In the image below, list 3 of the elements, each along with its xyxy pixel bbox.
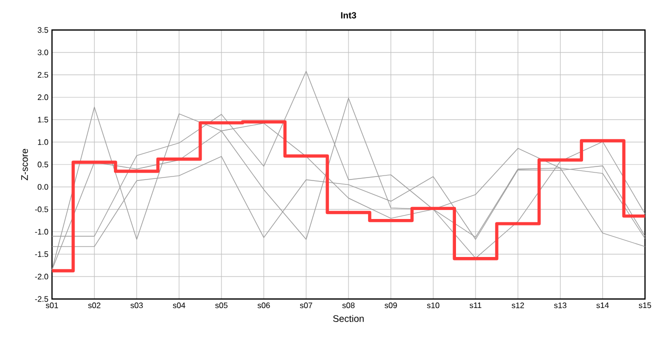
chart-title: Int3 — [341, 12, 356, 18]
y-axis-title: Z-score — [21, 148, 28, 180]
x-axis-title: Section — [333, 315, 364, 322]
